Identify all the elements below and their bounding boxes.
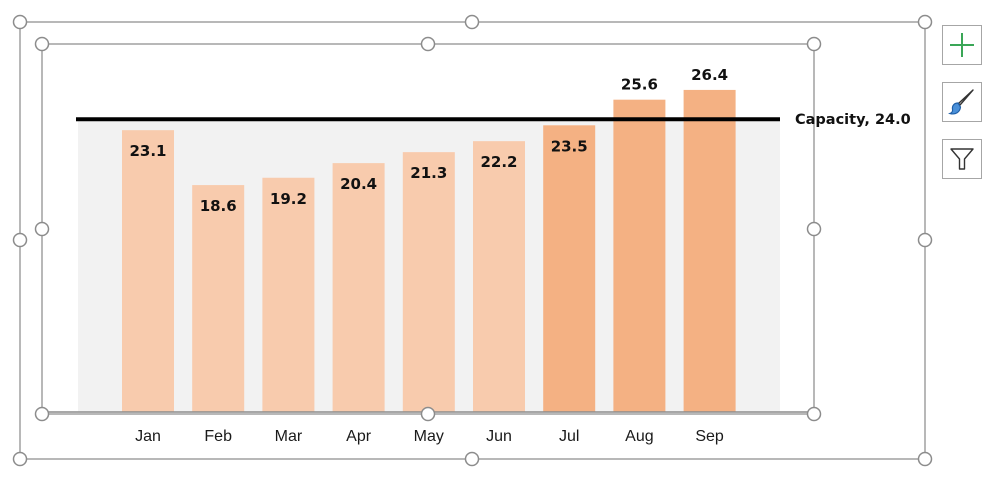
resize-handle[interactable] [806, 406, 822, 422]
x-tick-label-jul: Jul [559, 428, 579, 445]
x-tick-label-jan: Jan [135, 428, 161, 445]
filter-icon [950, 148, 974, 170]
bar-jul[interactable] [543, 125, 596, 413]
resize-handle[interactable] [464, 451, 480, 467]
bars-layer [122, 89, 736, 413]
data-label-may: 21.3 [410, 164, 447, 182]
resize-handle[interactable] [12, 232, 28, 248]
chart-filters-button[interactable] [942, 139, 982, 179]
resize-handle[interactable] [806, 36, 822, 52]
data-label-jan: 23.1 [129, 142, 166, 160]
x-tick-label-jun: Jun [486, 428, 512, 445]
x-tick-label-mar: Mar [275, 428, 303, 445]
resize-handle[interactable] [464, 14, 480, 30]
capacity-label: Capacity, 24.0 [795, 112, 911, 128]
plus-icon [950, 33, 974, 57]
bar-jan[interactable] [122, 130, 174, 412]
resize-handles [12, 14, 933, 467]
data-label-apr: 20.4 [340, 175, 377, 193]
bar-may[interactable] [402, 152, 455, 412]
resize-handle[interactable] [420, 36, 436, 52]
resize-handle[interactable] [34, 36, 50, 52]
data-label-feb: 18.6 [200, 197, 237, 215]
data-label-sep: 26.4 [691, 66, 728, 84]
x-tick-label-aug: Aug [625, 428, 653, 445]
bar-feb[interactable] [192, 185, 245, 412]
resize-handle[interactable] [12, 451, 28, 467]
chart-styles-button[interactable] [942, 82, 982, 122]
x-tick-label-feb: Feb [204, 428, 232, 445]
chart-elements-button[interactable] [942, 25, 982, 65]
x-tick-label-sep: Sep [695, 428, 724, 445]
resize-handle[interactable] [917, 451, 933, 467]
data-label-aug: 25.6 [621, 76, 658, 94]
labels-layer: 23.1 Jan 18.6 Feb 19.2 Mar 20.4 Apr 21.3 May 22.2 J… [129, 66, 728, 445]
resize-handle[interactable] [34, 406, 50, 422]
bar-aug[interactable] [613, 99, 666, 413]
resize-handle[interactable] [917, 232, 933, 248]
resize-handle[interactable] [420, 406, 436, 422]
x-tick-label-apr: Apr [346, 428, 372, 445]
bar-jun[interactable] [473, 141, 525, 412]
paintbrush-icon [948, 89, 974, 115]
resize-handle[interactable] [34, 221, 50, 237]
reference-line-layer: Capacity, 24.0 [76, 112, 911, 128]
bar-sep[interactable] [683, 89, 736, 413]
resize-handle[interactable] [917, 14, 933, 30]
bar-mar[interactable] [262, 177, 315, 412]
resize-handle[interactable] [806, 221, 822, 237]
resize-handle[interactable] [12, 14, 28, 30]
data-label-jun: 22.2 [480, 153, 517, 171]
x-tick-label-may: May [414, 428, 444, 445]
data-label-jul: 23.5 [551, 137, 588, 155]
data-label-mar: 19.2 [270, 190, 307, 208]
bar-apr[interactable] [332, 163, 385, 412]
